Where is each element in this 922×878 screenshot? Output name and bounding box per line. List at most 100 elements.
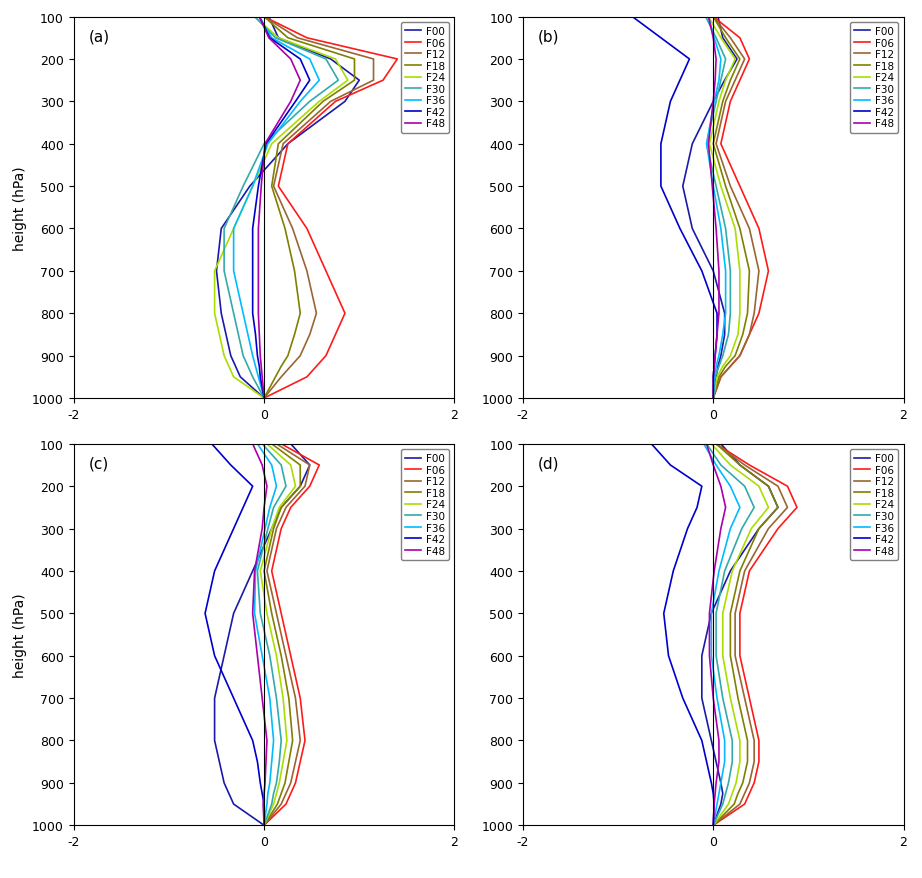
- F36: [715, 224, 727, 234]
- F00: [209, 736, 220, 746]
- F06: [739, 799, 751, 810]
- F24: [729, 54, 740, 65]
- F24: [274, 778, 285, 788]
- F06: [321, 351, 332, 362]
- F36: [258, 820, 269, 831]
- F30: [268, 502, 279, 513]
- F42: [712, 330, 723, 341]
- F18: [258, 393, 269, 404]
- F12: [287, 224, 298, 234]
- Line: F30: F30: [706, 444, 754, 825]
- F18: [708, 12, 719, 23]
- F00: [753, 523, 764, 534]
- F00: [715, 799, 727, 810]
- F24: [223, 362, 234, 372]
- F18: [742, 309, 753, 320]
- F00: [209, 693, 220, 703]
- F06: [734, 608, 745, 619]
- F24: [727, 788, 738, 799]
- F12: [708, 12, 719, 23]
- F06: [290, 778, 301, 788]
- F24: [703, 12, 714, 23]
- Line: F00: F00: [683, 18, 737, 399]
- F42: [254, 12, 265, 23]
- F00: [228, 799, 239, 810]
- F36: [247, 182, 258, 192]
- Line: F12: F12: [264, 444, 310, 825]
- F06: [791, 502, 802, 513]
- F42: [712, 309, 723, 320]
- F24: [729, 224, 740, 234]
- F42: [656, 33, 667, 44]
- F00: [247, 566, 258, 577]
- F06: [744, 566, 755, 577]
- F24: [262, 608, 273, 619]
- F36: [719, 736, 730, 746]
- F42: [708, 393, 719, 404]
- F18: [729, 351, 740, 362]
- F42: [247, 309, 258, 320]
- F00: [719, 309, 730, 320]
- F30: [321, 54, 332, 65]
- F42: [252, 757, 263, 767]
- F12: [258, 393, 269, 404]
- F06: [285, 788, 296, 799]
- F24: [249, 12, 260, 23]
- F36: [238, 309, 249, 320]
- F12: [311, 309, 322, 320]
- F42: [304, 76, 315, 86]
- F30: [727, 736, 738, 746]
- F12: [280, 788, 291, 799]
- F00: [295, 481, 306, 492]
- F12: [268, 182, 279, 192]
- F30: [258, 140, 269, 150]
- F30: [247, 372, 258, 383]
- F48: [258, 502, 269, 513]
- F00: [273, 33, 284, 44]
- F06: [744, 693, 755, 703]
- F24: [214, 330, 225, 341]
- F12: [749, 757, 760, 767]
- F48: [257, 799, 268, 810]
- F12: [304, 330, 315, 341]
- F00: [687, 224, 698, 234]
- F12: [725, 33, 736, 44]
- Line: F06: F06: [264, 444, 319, 825]
- F42: [692, 502, 703, 513]
- F06: [258, 393, 269, 404]
- F36: [725, 481, 736, 492]
- F18: [708, 140, 719, 150]
- F48: [256, 693, 267, 703]
- F36: [711, 362, 722, 372]
- F36: [709, 97, 720, 107]
- F06: [258, 820, 269, 831]
- F36: [715, 54, 727, 65]
- F00: [717, 788, 728, 799]
- F18: [266, 439, 278, 450]
- F00: [696, 651, 707, 661]
- Line: F18: F18: [714, 444, 778, 825]
- F30: [737, 523, 748, 534]
- F18: [773, 502, 784, 513]
- F42: [665, 460, 676, 471]
- F12: [729, 651, 740, 661]
- F12: [271, 523, 282, 534]
- F12: [725, 362, 736, 372]
- F00: [687, 140, 698, 150]
- F30: [708, 393, 719, 404]
- F42: [247, 736, 258, 746]
- F42: [256, 788, 267, 799]
- F42: [252, 351, 263, 362]
- F36: [263, 788, 274, 799]
- F42: [290, 97, 301, 107]
- Line: F48: F48: [706, 444, 726, 825]
- F48: [259, 140, 270, 150]
- Y-axis label: height (hPa): height (hPa): [13, 166, 27, 250]
- F30: [720, 54, 731, 65]
- F12: [301, 266, 313, 277]
- F48: [712, 330, 723, 341]
- F36: [714, 788, 725, 799]
- F42: [258, 393, 269, 404]
- F06: [276, 439, 287, 450]
- F06: [773, 523, 784, 534]
